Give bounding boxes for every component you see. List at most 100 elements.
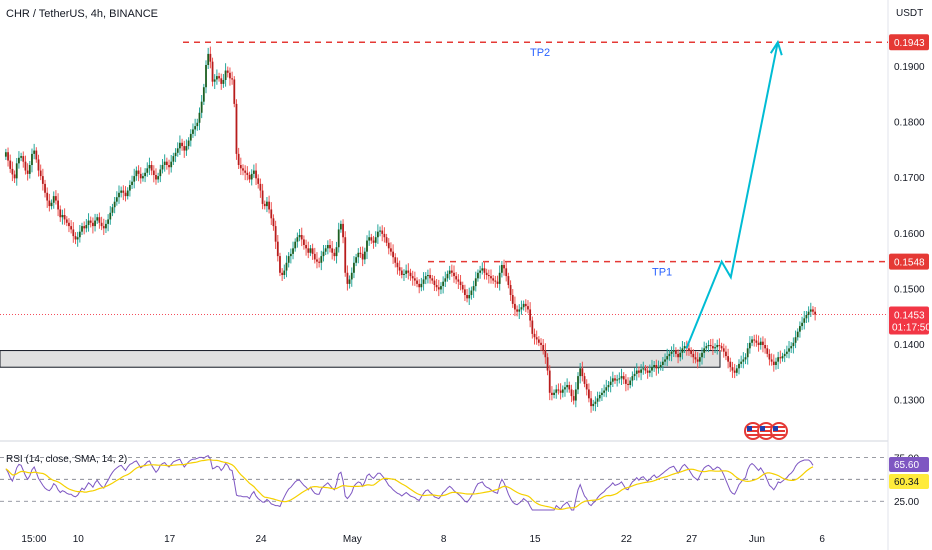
candle <box>785 345 788 358</box>
candle-body <box>337 229 340 248</box>
support-zone[interactable] <box>0 350 721 368</box>
candle-body <box>744 357 747 360</box>
candle <box>522 300 525 311</box>
candle <box>511 289 514 308</box>
candle-body <box>239 165 242 169</box>
candle-body <box>87 220 90 225</box>
candle-body <box>4 152 7 157</box>
projection-arrow[interactable] <box>685 42 779 349</box>
candle <box>287 252 290 268</box>
candle-body <box>681 348 684 353</box>
candle-body <box>105 223 107 229</box>
candle <box>598 391 601 402</box>
us-flag-icon[interactable] <box>770 422 788 440</box>
candle-body <box>692 353 695 358</box>
candle <box>701 347 703 365</box>
candle <box>26 163 29 181</box>
candle-body <box>207 53 210 65</box>
candle <box>535 330 538 345</box>
candle-body <box>200 101 203 113</box>
candle-body <box>733 370 736 373</box>
candle-body <box>11 168 14 175</box>
candle-body <box>255 170 257 179</box>
candle <box>11 161 14 182</box>
candle-body <box>668 353 671 357</box>
candle-body <box>9 160 12 169</box>
candle-body <box>646 370 649 373</box>
candle <box>631 371 634 387</box>
candle-body <box>128 185 131 191</box>
candle-body <box>633 373 636 377</box>
candle <box>70 220 73 234</box>
x-tick-label: May <box>343 534 362 545</box>
candle-body <box>150 165 153 171</box>
candle-body <box>548 370 551 393</box>
candle-body <box>566 385 569 388</box>
candle-body <box>594 401 597 404</box>
candle-body <box>701 352 703 358</box>
candle <box>185 139 188 156</box>
candle-body <box>564 387 566 390</box>
candle-body <box>292 248 294 254</box>
candle-body <box>111 207 114 213</box>
candle-body <box>709 345 712 347</box>
candle-body <box>220 78 223 84</box>
candle-body <box>124 192 127 197</box>
candle-body <box>41 176 44 184</box>
candle <box>775 357 777 370</box>
candle <box>355 253 358 267</box>
candle <box>366 235 368 259</box>
candle <box>494 275 497 288</box>
candle <box>422 272 425 291</box>
candle-body <box>727 356 730 362</box>
candle <box>705 342 708 352</box>
candle <box>629 377 632 389</box>
candle <box>546 353 549 376</box>
candle <box>803 311 806 330</box>
candle-body <box>307 248 310 253</box>
candle-body <box>289 253 292 257</box>
candle <box>551 386 553 401</box>
candle <box>457 274 460 289</box>
candle-body <box>76 237 79 240</box>
candle <box>720 342 723 352</box>
candle-body <box>785 351 788 354</box>
candle <box>496 275 499 288</box>
x-tick-label: 8 <box>441 534 447 545</box>
candle <box>309 245 312 257</box>
candle-body <box>777 357 780 362</box>
candle-body <box>7 152 9 161</box>
candle <box>794 330 797 349</box>
candle-body <box>211 61 214 82</box>
candle <box>466 289 468 303</box>
candle <box>246 166 249 181</box>
candle-body <box>196 122 199 127</box>
candle <box>516 305 518 317</box>
candle-body <box>98 217 101 223</box>
candle <box>115 191 118 206</box>
candle <box>313 247 316 264</box>
candle <box>135 166 138 181</box>
price-badge-text: 0.1548 <box>894 258 925 269</box>
candle <box>372 235 375 249</box>
candle-body <box>361 253 364 260</box>
candle-body <box>209 53 212 62</box>
candle <box>98 212 101 229</box>
candle <box>252 164 255 178</box>
economic-events[interactable] <box>744 422 788 440</box>
candle <box>437 279 440 297</box>
candle-body <box>572 396 575 401</box>
candle <box>448 265 451 280</box>
candle-body <box>244 170 247 173</box>
candle-body <box>694 357 697 360</box>
candle <box>46 187 49 208</box>
candle <box>531 316 534 339</box>
candle-body <box>72 229 75 237</box>
candle-body <box>603 390 606 393</box>
candle-body <box>553 392 555 395</box>
candle <box>648 364 651 377</box>
candle-body <box>115 197 118 202</box>
candle <box>283 264 286 279</box>
candle-body <box>677 353 679 358</box>
x-tick-label: 10 <box>73 534 85 545</box>
